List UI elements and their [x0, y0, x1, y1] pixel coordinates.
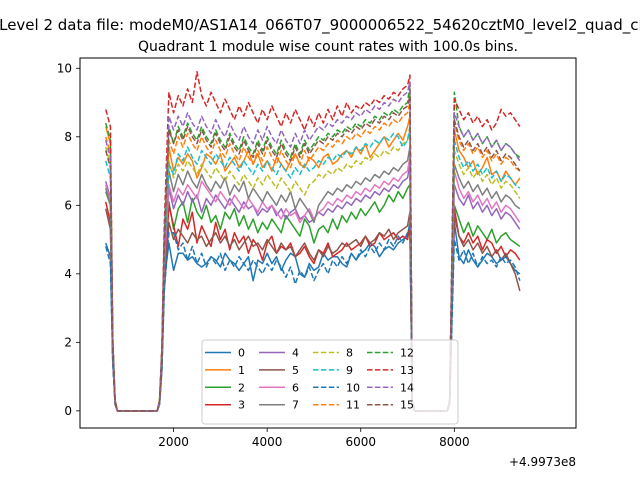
x-tick-label: 2000: [158, 435, 189, 449]
series-line-15: [105, 94, 521, 412]
y-tick-label: 6: [64, 198, 72, 212]
series-line-11: [105, 101, 521, 412]
legend-label-15: 15: [400, 399, 414, 412]
legend-label-14: 14: [400, 381, 414, 394]
legend-label-8: 8: [346, 347, 353, 360]
series-line-12: [105, 84, 521, 412]
y-tick-label: 8: [64, 130, 72, 144]
series-line-5: [105, 208, 521, 412]
series-line-1: [105, 115, 521, 412]
legend-label-1: 1: [238, 364, 245, 377]
legend-label-3: 3: [238, 399, 245, 412]
series-line-8: [105, 129, 521, 412]
y-tick-label: 4: [64, 267, 72, 281]
legend-label-4: 4: [292, 347, 299, 360]
x-offset-label: +4.9973e8: [509, 455, 576, 469]
series-line-7: [105, 146, 521, 412]
x-tick-label: 6000: [345, 435, 376, 449]
plot-frame: [79, 57, 577, 429]
legend-box: [201, 339, 459, 425]
series-layer: [105, 70, 521, 412]
y-tick-label: 0: [64, 404, 72, 418]
series-line-0: [105, 221, 521, 412]
legend-label-0: 0: [238, 347, 245, 360]
legend-label-6: 6: [292, 381, 299, 394]
legend-label-2: 2: [238, 381, 245, 394]
series-line-2: [105, 184, 521, 412]
legend-label-13: 13: [400, 364, 414, 377]
series-line-10: [105, 225, 521, 412]
legend-label-7: 7: [292, 399, 299, 412]
legend-label-5: 5: [292, 364, 299, 377]
legend-label-9: 9: [346, 364, 353, 377]
y-tick-label: 2: [64, 335, 72, 349]
series-line-9: [105, 125, 521, 412]
legend-label-10: 10: [346, 381, 360, 394]
y-tick-label: 10: [57, 61, 72, 75]
series-line-13: [105, 70, 521, 412]
chart-title: Quadrant 1 module wise count rates with …: [138, 39, 518, 55]
series-line-6: [105, 156, 521, 412]
series-line-14: [105, 81, 521, 412]
figure-suptitle: Plot for Level 2 data file: modeM0/AS1A1…: [0, 16, 640, 35]
x-tick-label: 4000: [252, 435, 283, 449]
x-tick-label: 8000: [439, 435, 470, 449]
legend-label-12: 12: [400, 347, 414, 360]
legend-label-11: 11: [346, 399, 360, 412]
